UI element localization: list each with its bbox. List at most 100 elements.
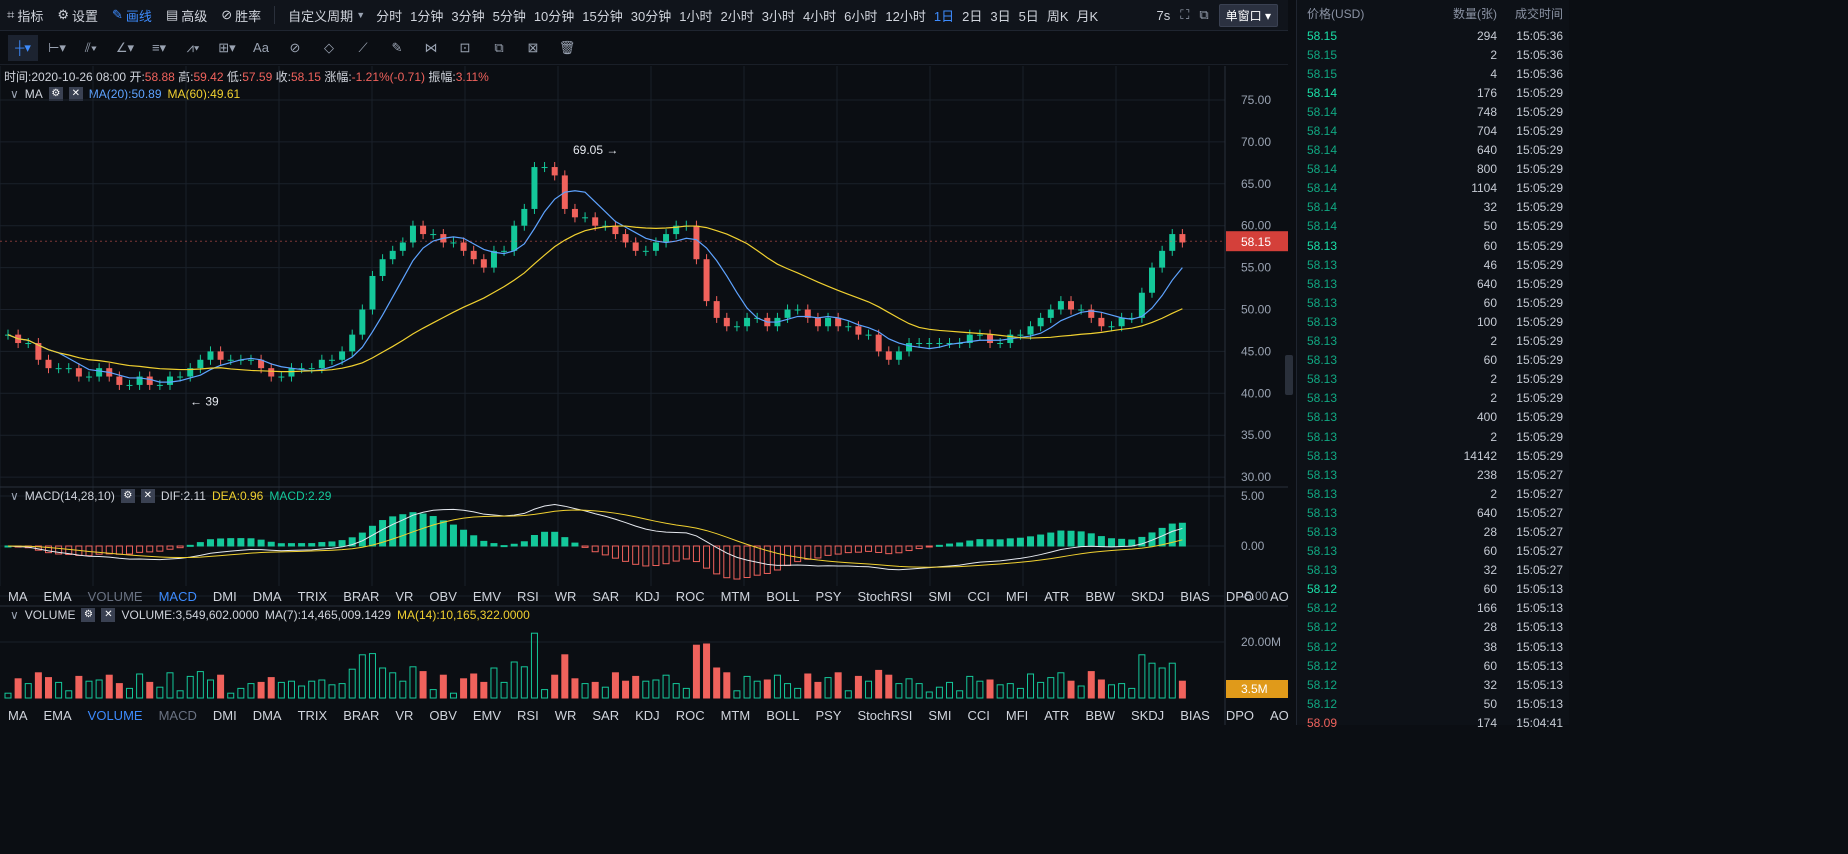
indicator-tab[interactable]: MTM <box>720 588 751 604</box>
indicator-tab[interactable]: StochRSI <box>857 588 913 604</box>
indicator-tab[interactable]: RSI <box>517 588 539 604</box>
indicator-tab[interactable]: SMI <box>928 588 952 604</box>
period-11[interactable]: 6小时 <box>844 8 878 24</box>
indicator-tab[interactable]: RSI <box>517 707 539 723</box>
custom-period-dropdown[interactable]: 自定义周期 ▼ <box>281 6 372 25</box>
indicator-tab[interactable]: VOLUME <box>87 707 143 723</box>
period-7[interactable]: 1小时 <box>679 8 713 24</box>
tool-advanced[interactable]: ▤ 高级 <box>159 6 214 25</box>
lock-icon[interactable]: ⊡ <box>459 39 471 55</box>
tool-settings[interactable]: ⚙ 设置 <box>50 6 105 25</box>
gear-icon[interactable]: ⚙ <box>120 489 135 503</box>
indicator-tab[interactable]: BRAR <box>343 588 380 604</box>
box-tool-icon[interactable]: ⊞▾ <box>218 39 236 55</box>
period-18[interactable]: 月K <box>1076 8 1099 24</box>
indicator-tab[interactable]: EMA <box>43 588 72 604</box>
period-10[interactable]: 4小时 <box>802 8 837 24</box>
indicator-tab[interactable]: MACD <box>158 588 197 604</box>
indicator-tab[interactable]: EMV <box>472 588 502 604</box>
tool-indicator[interactable]: ⌗ 指标 <box>0 6 50 25</box>
indicator-tab[interactable]: AO <box>1269 588 1289 604</box>
indicator-tab[interactable]: BOLL <box>766 707 800 723</box>
indicator-tab[interactable]: MFI <box>1005 588 1029 604</box>
period-0[interactable]: 分时 <box>376 8 403 24</box>
period-5[interactable]: 15分钟 <box>582 8 623 24</box>
period-17[interactable]: 周K <box>1046 8 1069 24</box>
horizontal-lines-icon[interactable]: ≡▾ <box>151 39 167 55</box>
indicator-tab[interactable]: VOLUME <box>87 588 143 604</box>
trash-icon[interactable]: 🗑 <box>558 39 576 55</box>
indicator-tab[interactable]: BRAR <box>343 707 380 723</box>
text-tool-icon[interactable]: Aa <box>253 40 269 55</box>
indicator-tab[interactable]: DMI <box>212 588 237 604</box>
indicator-tab[interactable]: ATR <box>1044 707 1070 723</box>
indicator-tab[interactable]: DMI <box>212 707 237 723</box>
indicator-tab[interactable]: MA <box>8 707 28 723</box>
indicator-tab[interactable]: OBV <box>429 588 457 604</box>
indicator-tab[interactable]: WR <box>554 588 577 604</box>
indicator-tab[interactable]: MTM <box>720 707 751 723</box>
indicator-tab[interactable]: KDJ <box>635 707 660 723</box>
period-3[interactable]: 5分钟 <box>492 8 526 24</box>
indicator-tab[interactable]: BIAS <box>1180 588 1210 604</box>
indicator-tab[interactable]: MACD <box>158 707 197 723</box>
indicator-tab[interactable]: BBW <box>1085 588 1115 604</box>
indicator-tab[interactable]: ROC <box>675 588 705 604</box>
indicator-tab[interactable]: SKDJ <box>1130 588 1165 604</box>
parallel-lines-icon[interactable]: ⫽▾ <box>84 39 98 55</box>
magnet-icon[interactable]: ⊘ <box>289 39 301 55</box>
eraser-icon[interactable]: ◇ <box>324 39 334 55</box>
indicator-tab[interactable]: EMA <box>43 707 72 723</box>
indicator-tab[interactable]: BOLL <box>766 588 800 604</box>
panel-collapse-handle[interactable] <box>1285 355 1293 395</box>
collapse-icon[interactable]: ∨ <box>10 87 19 101</box>
period-8[interactable]: 2小时 <box>720 8 754 24</box>
period-9[interactable]: 3小时 <box>761 8 795 24</box>
indicator-tab[interactable]: MFI <box>1005 707 1029 723</box>
tool-winrate[interactable]: ⊘ 胜率 <box>214 6 268 25</box>
segment-tool-icon[interactable]: ⊢▾ <box>48 39 66 55</box>
indicator-tab[interactable]: WR <box>554 707 577 723</box>
indicator-tab[interactable]: TRIX <box>297 707 328 723</box>
indicator-tab[interactable]: OBV <box>429 707 457 723</box>
angle-tool-icon[interactable]: ∠▾ <box>115 39 135 55</box>
indicator-tab[interactable]: KDJ <box>635 588 660 604</box>
period-2[interactable]: 3分钟 <box>451 8 485 24</box>
indicator-tab[interactable]: DPO <box>1225 707 1254 723</box>
indicator-tab[interactable]: PSY <box>815 707 842 723</box>
crosshair-tool-icon[interactable]: ┼▾ <box>8 34 38 61</box>
tool-draw[interactable]: ✎ 画线 <box>105 6 159 25</box>
indicator-tab[interactable]: SAR <box>592 588 620 604</box>
period-14[interactable]: 2日 <box>962 8 983 24</box>
period-6[interactable]: 30分钟 <box>630 8 672 24</box>
indicator-tab[interactable]: VR <box>395 588 414 604</box>
period-12[interactable]: 12小时 <box>885 8 926 24</box>
close-icon[interactable]: ✕ <box>68 87 83 101</box>
gear-icon[interactable]: ⚙ <box>81 608 96 622</box>
indicator-tab[interactable]: CCI <box>967 588 990 604</box>
indicator-tab[interactable]: BIAS <box>1180 707 1210 723</box>
brush-icon[interactable]: ✎ <box>391 39 403 55</box>
indicator-tab[interactable]: SKDJ <box>1130 707 1165 723</box>
indicator-tab[interactable]: DMA <box>252 588 282 604</box>
indicator-tab[interactable]: DPO <box>1225 588 1254 604</box>
price-chart[interactable]: 75.00 70.00 65.00 60.00 55.00 50.00 45.00 40.00… <box>0 66 1288 725</box>
measure-icon[interactable]: ⋈ <box>424 39 438 55</box>
indicator-tab[interactable]: CCI <box>967 707 990 723</box>
gear-icon[interactable]: ⚙ <box>48 87 63 101</box>
period-1[interactable]: 1分钟 <box>410 8 444 24</box>
period-15[interactable]: 3日 <box>990 8 1011 24</box>
collapse-icon[interactable]: ∨ <box>10 608 19 622</box>
ruler-icon[interactable]: ⟋ <box>358 39 368 55</box>
close-icon[interactable]: ✕ <box>140 489 155 503</box>
indicator-tab[interactable]: ATR <box>1044 588 1070 604</box>
indicator-tab[interactable]: DMA <box>252 707 282 723</box>
indicator-tab[interactable]: AO <box>1269 707 1289 723</box>
indicator-tab[interactable]: PSY <box>815 588 842 604</box>
copy-icon[interactable]: ⧉ <box>494 39 504 55</box>
indicator-tab[interactable]: EMV <box>472 707 502 723</box>
window-mode-select[interactable]: 单窗口 ▾ <box>1218 3 1278 27</box>
popout-icon[interactable]: ⧉ <box>1199 7 1209 22</box>
collapse-icon[interactable]: ∨ <box>10 489 19 503</box>
indicator-tab[interactable]: VR <box>395 707 414 723</box>
